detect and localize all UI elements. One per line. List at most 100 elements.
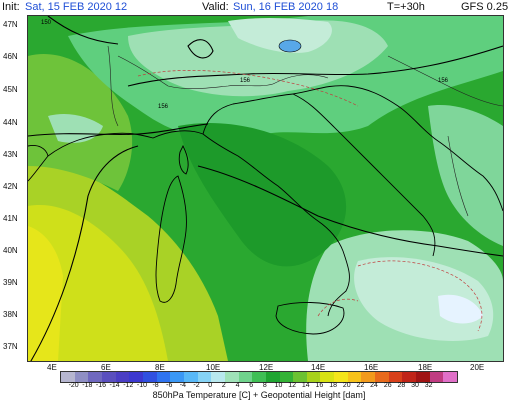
- colorbar-cell: [101, 372, 116, 382]
- height-contour-south: [197, 165, 503, 257]
- colorbar-cell: [334, 372, 348, 382]
- lake-balaton: [278, 39, 302, 53]
- lon-label: 10E: [206, 363, 221, 372]
- lat-label: 39N: [3, 278, 18, 287]
- colorbar-cell: [306, 372, 321, 382]
- colorbar-cell: [170, 372, 184, 382]
- colorbar-cell: [129, 372, 143, 382]
- height-contour-southwest: [30, 145, 139, 361]
- lat-label: 37N: [3, 342, 18, 351]
- colorbar-tick-label: -2: [193, 382, 200, 389]
- contour-label-2: 156: [240, 78, 251, 84]
- colorbar-cell: [211, 372, 225, 382]
- contour-label-4: 156: [158, 104, 169, 110]
- coast-corsica: [178, 144, 189, 175]
- colorbar-cell: [197, 372, 212, 382]
- border-alps: [117, 55, 274, 90]
- colorbar-tick-label: 18: [329, 382, 337, 389]
- colorbar-cell: [88, 372, 102, 382]
- lat-label: 40N: [3, 246, 18, 255]
- lon-label: 8E: [155, 363, 165, 372]
- colorbar-tick-label: -18: [82, 382, 93, 389]
- colorbar-cell: [429, 372, 444, 382]
- colorbar-cell: [347, 372, 362, 382]
- height-contour-low: [187, 39, 214, 59]
- colorbar-cell: [265, 372, 280, 382]
- colorbar-cell: [279, 372, 294, 382]
- colorbar-tick-label: -4: [179, 382, 187, 389]
- colorbar-cell: [402, 372, 417, 382]
- colorbar-tick-label: -16: [95, 382, 107, 389]
- colorbar-cell: [361, 372, 376, 382]
- temperature-zone-alps-cold: [228, 18, 332, 53]
- lon-label: 20E: [470, 363, 485, 372]
- colorbar-cell: [443, 372, 458, 382]
- lat-label: 42N: [3, 182, 18, 191]
- lon-label: 18E: [418, 363, 433, 372]
- colorbar-cell: [320, 372, 335, 382]
- colorbar-tick-label: 28: [397, 382, 406, 389]
- lon-label: 6E: [101, 363, 111, 372]
- colorbar-cell: [115, 372, 130, 382]
- lon-label: 16E: [364, 363, 379, 372]
- map-canvas: 150 156 156 156: [28, 16, 503, 361]
- coastlines: [28, 85, 503, 335]
- forecast-map: 150 156 156 156: [27, 15, 504, 362]
- init-time: Sat, 15 FEB 2020 12: [25, 1, 128, 13]
- temperature-zone-balkans: [428, 105, 503, 246]
- colorbar-tick-label: -14: [109, 382, 120, 389]
- colorbar-cell: [293, 372, 307, 382]
- forecast-lead-time: T=+30h: [387, 1, 425, 13]
- colorbar-tick-label: -20: [68, 382, 79, 389]
- colorbar-tick-label: 12: [288, 382, 297, 389]
- colorbar-ticks: -20 -18 -16 -14 -12 -10 -8 -6 -4 -2 0 2 4 6 8 10 12 14 16 1…: [60, 382, 456, 391]
- model-name: GFS 0.25: [461, 1, 509, 13]
- colorbar-tick-label: 8: [262, 382, 267, 389]
- colorbar-tick-label: 6: [249, 382, 254, 389]
- contour-label-1: 150: [41, 20, 52, 26]
- temperature-zone-warmer: [28, 205, 168, 361]
- lat-label: 44N: [3, 118, 18, 127]
- map-header: Init: Sat, 15 FEB 2020 12 Valid: Sun, 16…: [0, 0, 518, 14]
- colorbar-tick-label: 32: [424, 382, 433, 389]
- colorbar-tick-label: -10: [136, 382, 147, 389]
- height-contour-west: [28, 123, 209, 137]
- isotherm-sicily: [317, 298, 359, 317]
- colorbar-cell: [416, 372, 430, 382]
- borders: [107, 45, 503, 217]
- lat-label: 45N: [3, 85, 18, 94]
- lat-label: 41N: [3, 214, 18, 223]
- lat-label: 43N: [3, 150, 18, 159]
- lat-label: 47N: [3, 20, 18, 29]
- temperature-colorbar: [60, 371, 458, 383]
- colorbar-tick-label: 16: [315, 382, 324, 389]
- colorbar-tick-label: -6: [166, 382, 173, 389]
- border-bosnia: [447, 135, 469, 217]
- isotherm-east: [357, 260, 483, 332]
- colorbar-tick-label: 20: [342, 382, 351, 389]
- coast-sardinia: [155, 175, 187, 303]
- colorbar-cell: [375, 372, 389, 382]
- coast-dalmatia: [292, 85, 503, 212]
- colorbar-tick-label: 0: [208, 382, 213, 389]
- border-france-italy: [107, 45, 119, 127]
- colorbar-tick-label: 2: [221, 382, 226, 389]
- height-contour-northwest: [47, 16, 119, 45]
- temperature-isotherms: [137, 70, 483, 332]
- coast-adriatic: [202, 93, 436, 257]
- init-label: Init:: [2, 1, 20, 13]
- map-title: 850hPa Temperature [C] + Geopotential He…: [152, 390, 366, 400]
- colorbar-tick-label: 26: [383, 382, 392, 389]
- lon-label: 12E: [259, 363, 274, 372]
- temperature-zone-coldest: [438, 294, 483, 324]
- valid-label: Valid:: [202, 1, 229, 13]
- lon-label: 4E: [47, 363, 57, 372]
- border-slovenia: [272, 74, 329, 85]
- colorbar-tick-label: 30: [411, 382, 419, 389]
- colorbar-tick-label: 4: [235, 382, 240, 389]
- contour-labels: 150 156 156 156: [41, 20, 449, 110]
- colorbar-tick-label: 22: [356, 382, 365, 389]
- colorbar-tick-label: -12: [123, 382, 134, 389]
- lat-label: 38N: [3, 310, 18, 319]
- colorbar-tick-label: -8: [152, 382, 159, 389]
